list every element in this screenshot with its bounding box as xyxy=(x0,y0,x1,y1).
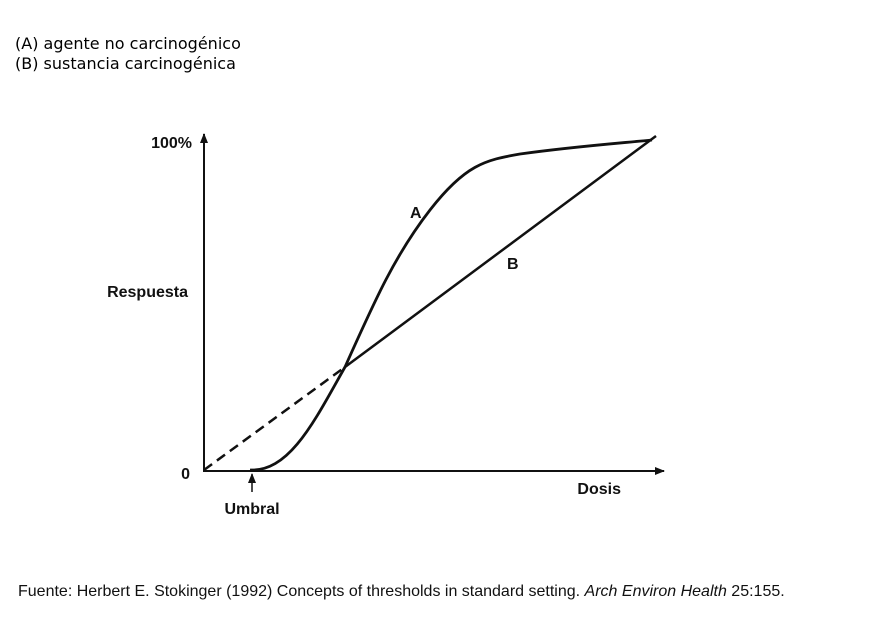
source-journal: Arch Environ Health xyxy=(584,583,727,600)
curve-a-label: A xyxy=(410,205,422,222)
y-bottom-label: 0 xyxy=(181,466,190,483)
legend: (A) agente no carcinogénico (B) sustanci… xyxy=(15,34,241,74)
curve-b-label: B xyxy=(507,256,519,273)
y-top-label: 100% xyxy=(151,135,192,152)
legend-item: (B) sustancia carcinogénica xyxy=(15,54,236,73)
source: Fuente: Herbert E. Stokinger (1992) Conc… xyxy=(18,583,785,601)
source-text: 25:155. xyxy=(731,583,785,600)
curve-b-dashed xyxy=(203,365,346,472)
legend-item: (A) agente no carcinogénico xyxy=(15,34,241,53)
threshold-label: Umbral xyxy=(224,501,279,518)
y-axis-label: Respuesta xyxy=(107,284,188,301)
curve-b xyxy=(344,134,657,369)
source-text: Fuente: Herbert E. Stokinger (1992) Conc… xyxy=(18,583,581,600)
x-axis-label: Dosis xyxy=(577,481,621,498)
curve-a xyxy=(249,138,653,472)
